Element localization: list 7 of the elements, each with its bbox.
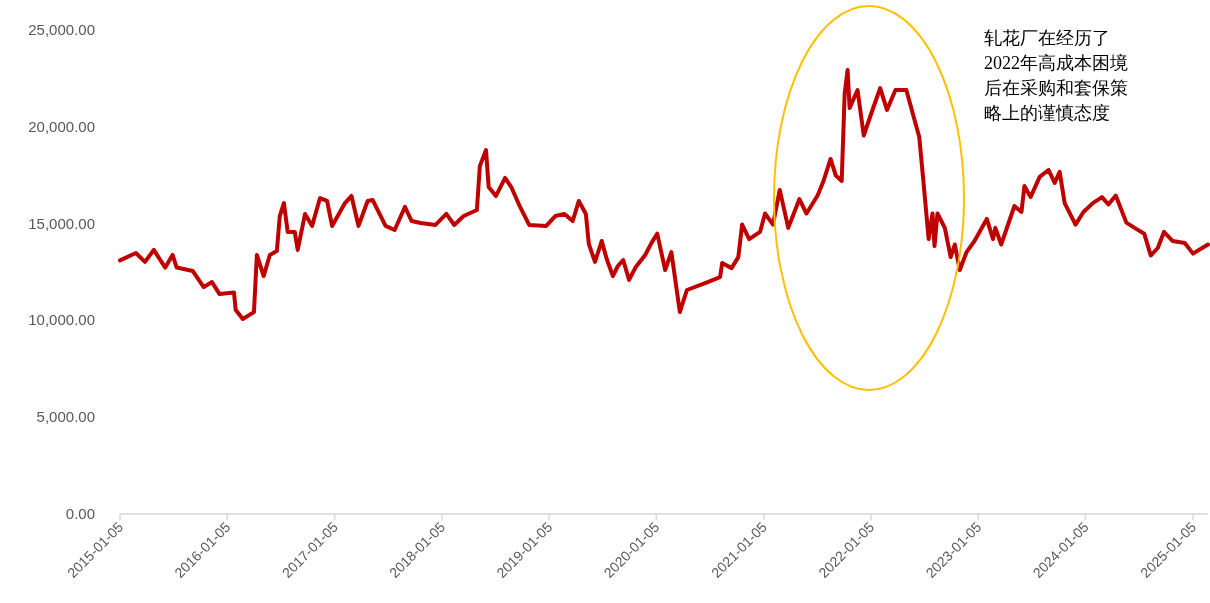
- y-tick-label: 10,000.00: [28, 311, 95, 329]
- y-tick-label: 25,000.00: [28, 21, 95, 38]
- y-tick-label: 20,000.00: [28, 117, 95, 135]
- y-tick-label: 0.00: [65, 505, 95, 522]
- annotation: 轧花厂在经历了2022年高成本困境后在采购和套保策略上的谨慎态度: [984, 27, 1129, 125]
- y-tick-label: 5,000.00: [36, 408, 95, 426]
- y-tick-label: 15,000.00: [28, 214, 95, 232]
